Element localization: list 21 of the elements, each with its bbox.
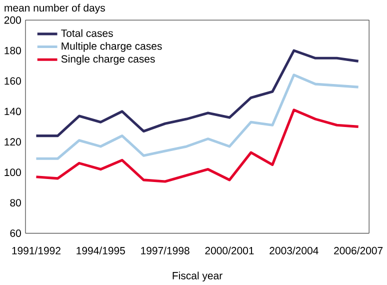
legend-label: Total cases bbox=[61, 29, 113, 37]
x-tick-label: 1991/1992 bbox=[12, 246, 60, 254]
legend-label: Single charge cases bbox=[61, 54, 155, 65]
line-series bbox=[34, 73, 360, 160]
x-tick-label: 1994/1995 bbox=[76, 246, 125, 254]
y-tick-label: 100 bbox=[4, 168, 21, 176]
x-axis-title: Fiscal year bbox=[172, 272, 222, 282]
legend-label: Multiple charge cases bbox=[62, 42, 162, 52]
y-tick-label: 180 bbox=[4, 46, 21, 54]
y-tick-label: 60 bbox=[10, 229, 21, 237]
x-tick-label: 1997/1998 bbox=[141, 246, 190, 254]
y-tick-label: 200 bbox=[4, 16, 21, 24]
line-series bbox=[34, 108, 360, 183]
y-tick-label: 120 bbox=[4, 138, 21, 146]
y-axis-title: mean number of days bbox=[4, 4, 105, 14]
y-tick-label: 160 bbox=[4, 77, 21, 85]
x-tick-label: 2006/2007 bbox=[334, 246, 383, 254]
x-tick-label: 2000/2001 bbox=[205, 246, 254, 254]
y-tick-label: 140 bbox=[4, 108, 21, 116]
y-tick-label: 80 bbox=[10, 198, 21, 206]
x-tick-label: 2003/2004 bbox=[270, 246, 318, 254]
